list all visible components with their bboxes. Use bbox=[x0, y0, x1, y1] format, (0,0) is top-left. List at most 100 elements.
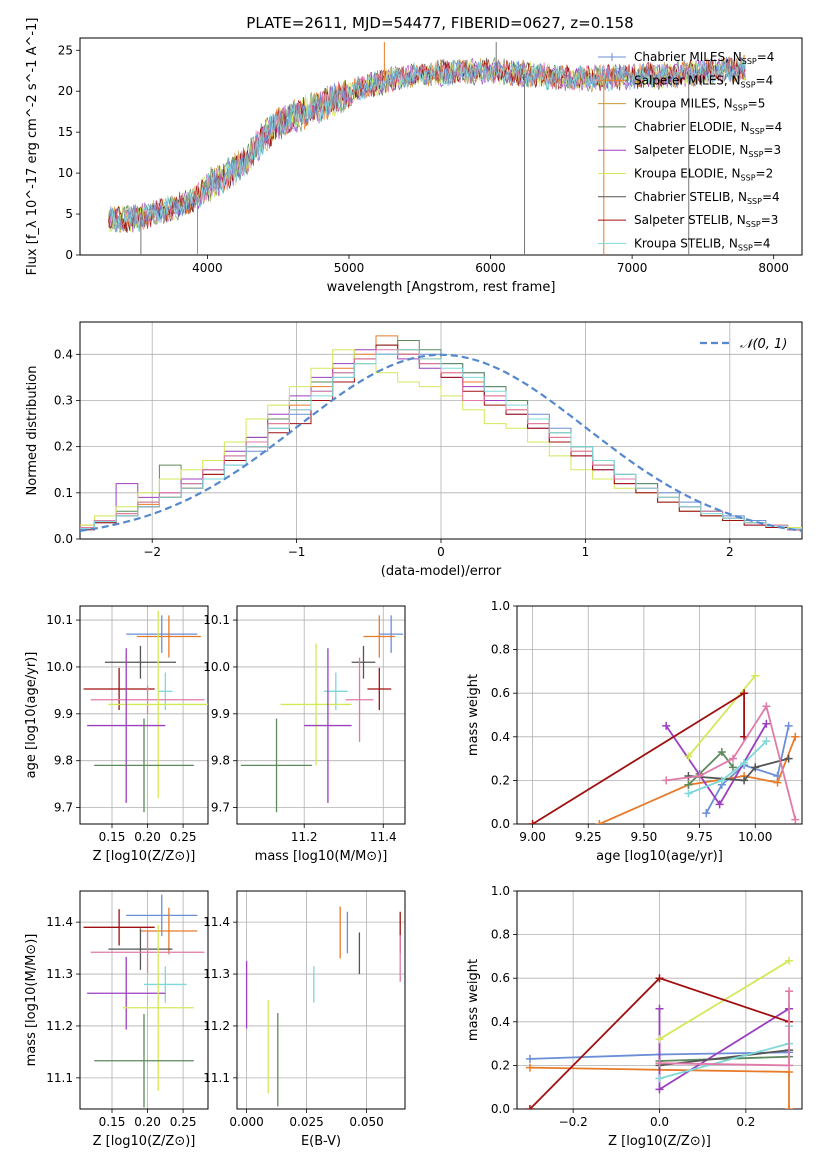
error-point-kroupa_elodie bbox=[122, 924, 194, 1091]
residuals-axes: −2 −1 0 1 2 0.0 0.1 0.2 0.3 0.4 (data-model)/error… bbox=[25, 321, 803, 579]
legend-label: Salpeter MILES, NSSP=4 bbox=[634, 73, 773, 89]
spectrum-pink bbox=[108, 57, 746, 231]
histogram-kroupa_stelib bbox=[80, 349, 802, 530]
spectrum-ytick-label: 20 bbox=[58, 84, 73, 98]
z_weights-xtick-label: −0.2 bbox=[559, 1115, 588, 1129]
spectrum-salpeter_stelib bbox=[108, 57, 746, 232]
z_vs_mass-xtick-label: 0.15 bbox=[99, 1115, 126, 1129]
residuals-ytick-label: 0.2 bbox=[54, 440, 73, 454]
error-point-salpeter_elodie bbox=[304, 648, 352, 803]
weight-marker bbox=[785, 987, 794, 996]
z_weights-ytick-label: 0.4 bbox=[491, 1015, 510, 1029]
z_vs_age-ytick-label: 10.1 bbox=[46, 613, 73, 627]
error-point-chabrier_miles bbox=[126, 894, 198, 937]
error-point-salpeter_stelib bbox=[83, 909, 155, 946]
weight-marker bbox=[751, 671, 760, 680]
weight-marker bbox=[525, 1063, 534, 1072]
legend-label: Salpeter STELIB, NSSP=3 bbox=[634, 213, 778, 229]
z_weights-xlabel: Z [log10(Z/Z⊙)] bbox=[608, 1134, 711, 1149]
weight-marker bbox=[791, 732, 800, 741]
z_vs_mass-ytick-label: 11.2 bbox=[46, 1019, 73, 1033]
spectrum-chabrier_miles bbox=[108, 56, 746, 231]
z_weights-axes: −0.2 0.0 0.2 0.0 0.2 0.4 0.6 0.8 1.0 Z [log10(Z/Z… bbox=[466, 884, 803, 1149]
weight-marker bbox=[762, 702, 771, 711]
mass_vs_age-xtick-label: 11.2 bbox=[291, 830, 318, 844]
error-point-chabrier_elodie bbox=[94, 718, 194, 813]
figure-title: PLATE=2611, MJD=54477, FIBERID=0627, z=0… bbox=[246, 14, 633, 32]
z_weights-ytick-label: 1.0 bbox=[491, 884, 510, 898]
z_weights-ytick-label: 0.2 bbox=[491, 1058, 510, 1072]
error-point-pink bbox=[345, 657, 374, 742]
residuals-ytick-label: 0.1 bbox=[54, 486, 73, 500]
weight-marker bbox=[655, 1074, 664, 1083]
weight-marker bbox=[740, 689, 749, 698]
weight-marker bbox=[655, 1059, 664, 1068]
legend-label: Kroupa MILES, NSSP=5 bbox=[634, 97, 765, 113]
residuals-xtick-label: −1 bbox=[288, 545, 306, 559]
ebv_vs_mass-frame bbox=[236, 890, 406, 1110]
z_vs_age-ylabel: age [log10(age/yr)] bbox=[24, 652, 39, 779]
residuals-frame bbox=[79, 321, 803, 540]
weight-marker bbox=[784, 754, 793, 763]
spectrum-ylabel: Flux [f_λ 10^-17 erg cm^-2 s^-1 A^-1] bbox=[25, 18, 40, 276]
age_weights-ytick-label: 1.0 bbox=[491, 599, 510, 613]
error-point-kroupa_elodie bbox=[108, 610, 208, 799]
error-point-salpeter_miles bbox=[136, 615, 201, 658]
spectrum-ytick-label: 15 bbox=[58, 125, 73, 139]
ebv_vs_mass-xtick-label: 0.025 bbox=[289, 1115, 323, 1129]
weight-marker bbox=[762, 737, 771, 746]
weight-marker bbox=[655, 1035, 664, 1044]
ebv_vs_mass-ytick-label: 11.4 bbox=[203, 915, 230, 929]
z_vs_age-frame bbox=[79, 605, 209, 825]
ebv_vs_mass-xtick-label: 0.000 bbox=[229, 1115, 263, 1129]
weight-marker bbox=[684, 789, 693, 798]
z_vs_age-ytick-label: 9.9 bbox=[54, 707, 73, 721]
weight-marker bbox=[684, 772, 693, 781]
z_weights-lines bbox=[525, 956, 794, 1109]
spectrum-ytick-label: 0 bbox=[65, 248, 73, 262]
weight-marker bbox=[655, 1004, 664, 1013]
weight-marker bbox=[740, 758, 749, 767]
spectrum-xtick-label: 4000 bbox=[192, 261, 223, 275]
weight-marker bbox=[740, 776, 749, 785]
residuals-ytick-label: 0.4 bbox=[54, 347, 73, 361]
weight-line-salpeter_miles bbox=[529, 1066, 790, 1109]
z_vs_age-ytick-label: 9.8 bbox=[54, 754, 73, 768]
spectrum-xtick-label: 8000 bbox=[758, 261, 789, 275]
mass_vs_age-ytick-label: 10.0 bbox=[203, 660, 230, 674]
mass_vs_age-ytick-label: 9.8 bbox=[211, 754, 230, 768]
z_weights-xtick-label: 0.2 bbox=[736, 1115, 755, 1129]
residuals-xtick-label: 1 bbox=[582, 545, 590, 559]
spectrum-axes: 4000 5000 6000 7000 8000 0 5 10 15 20 25 wavelength… bbox=[25, 18, 803, 295]
error-point-chabrier_miles bbox=[126, 615, 198, 653]
weight-marker bbox=[525, 1054, 534, 1063]
legend-label: Kroupa ELODIE, NSSP=2 bbox=[634, 167, 773, 183]
error-point-chabrier_miles bbox=[379, 615, 404, 653]
ebv_vs_mass-ytick-label: 11.3 bbox=[203, 967, 230, 981]
legend-marker bbox=[608, 76, 616, 85]
weight-marker bbox=[662, 776, 671, 785]
weight-marker bbox=[662, 721, 671, 730]
weight-line-chabrier_miles bbox=[705, 725, 790, 814]
legend-label: Chabrier MILES, NSSP=4 bbox=[634, 50, 774, 66]
spectrum-ytick-label: 25 bbox=[58, 43, 73, 57]
z_vs_mass-ytick-label: 11.3 bbox=[46, 967, 73, 981]
residuals-xtick-label: −2 bbox=[143, 545, 161, 559]
residuals-ytick-label: 0.0 bbox=[54, 532, 73, 546]
weight-marker bbox=[715, 800, 724, 809]
weight-line-chabrier_elodie bbox=[659, 1055, 790, 1062]
age_weights-frame bbox=[516, 605, 803, 825]
normal-curve bbox=[80, 353, 802, 532]
error-point-pink bbox=[90, 685, 205, 714]
spectrum-legend: Chabrier MILES, NSSP=4 Salpeter MILES, NS… bbox=[598, 50, 782, 252]
residuals-xlabel: (data-model)/error bbox=[381, 564, 502, 579]
spectrum-xtick-label: 6000 bbox=[475, 261, 506, 275]
z_vs_age-errorbars bbox=[83, 610, 208, 813]
z_weights-ytick-label: 0.0 bbox=[491, 1102, 510, 1116]
z_weights-xtick-label: 0.0 bbox=[650, 1115, 669, 1129]
weight-marker bbox=[655, 1085, 664, 1094]
spectrum-kroupa_stelib bbox=[108, 57, 746, 233]
error-point-chabrier_elodie bbox=[240, 718, 313, 813]
weight-marker bbox=[785, 1105, 794, 1109]
mass_vs_age-xlabel: mass [log10(M/M⊙)] bbox=[255, 849, 388, 864]
